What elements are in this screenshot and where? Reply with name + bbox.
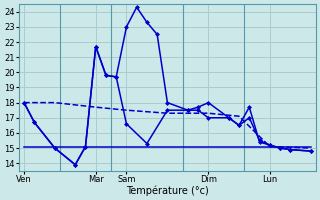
X-axis label: Température (°c): Température (°c) bbox=[126, 185, 209, 196]
